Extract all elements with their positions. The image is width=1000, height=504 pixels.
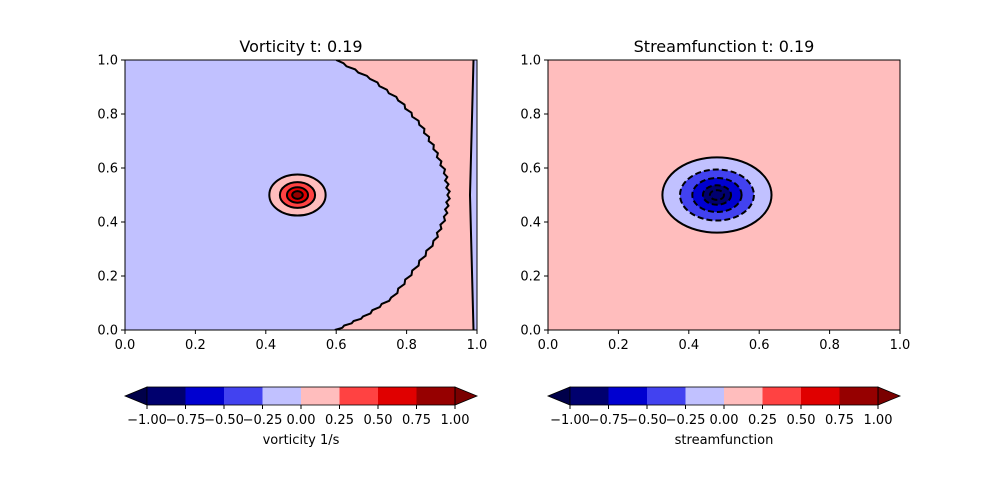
- colorbar-tick-label: 0.50: [364, 413, 393, 428]
- contour-line-edge: [468, 60, 475, 330]
- vorticity-colorbar: −1.00−0.75−0.50−0.25 0.00 0.25 0.50 0.75 1.00: [123, 386, 479, 428]
- x-tick-label: 0.4: [255, 338, 276, 353]
- x-tick-label: 0.4: [678, 338, 699, 353]
- colorbar-band: [262, 387, 302, 405]
- y-tick-label: 0.6: [97, 162, 118, 177]
- colorbar-tick-label: −0.25: [243, 413, 283, 428]
- colorbar-tick-label: 0.00: [710, 413, 739, 428]
- x-tick-label: 0.8: [819, 338, 840, 353]
- colorbar-band: [416, 387, 456, 405]
- y-tick-label: 1.0: [520, 54, 541, 69]
- colorbar-tick-label: −0.75: [589, 413, 629, 428]
- x-tick-label: 0.2: [185, 338, 206, 353]
- y-tick-label: 0.6: [520, 162, 541, 177]
- y-tick-label: 0.0: [520, 324, 541, 339]
- x-tick-label: 1.0: [467, 338, 488, 353]
- colorbar-tick-label: −0.50: [627, 413, 667, 428]
- streamfunction-axes: 0.0 0.2 0.4 0.6 0.8 1.0 0.0 0.2 0.4 0.6 0.8 1.0: [520, 54, 910, 354]
- colorbar-tick-label: −0.50: [204, 413, 244, 428]
- y-tick-label: 0.4: [520, 216, 541, 231]
- colorbar-tick-label: 0.50: [787, 413, 816, 428]
- colorbar-tick-label: −1.00: [127, 413, 167, 428]
- colorbar-band: [608, 387, 648, 405]
- colorbar-band: [724, 387, 763, 405]
- colorbar-tick-label: 0.75: [402, 413, 431, 428]
- colorbar-tick-label: 0.25: [325, 413, 354, 428]
- x-tick-label: 0.8: [396, 338, 417, 353]
- x-tick-label: 1.0: [890, 338, 911, 353]
- colorbar-band: [570, 387, 609, 405]
- vorticity-colorbar-label: vorticity 1/s: [263, 433, 340, 448]
- vorticity-panel: Vorticity t: 0.19 0.0 0.2 0.4 0.6 0.8 1.00.00…: [97, 37, 487, 448]
- y-tick-label: 0.8: [520, 108, 541, 123]
- y-tick-label: 0.2: [520, 270, 541, 285]
- y-tick-label: 1.0: [97, 54, 118, 69]
- y-tick-label: 0.2: [97, 270, 118, 285]
- contour-fill-positive-region: [336, 60, 477, 330]
- colorbar-band: [801, 387, 840, 405]
- x-tick-label: 0.6: [326, 338, 347, 353]
- x-tick-label: 0.2: [608, 338, 629, 353]
- colorbar-tick-label: 1.00: [864, 413, 893, 428]
- colorbar-tick-label: −0.25: [666, 413, 706, 428]
- colorbar-band: [339, 387, 379, 405]
- colorbar-tick-label: 1.00: [441, 413, 470, 428]
- streamfunction-title: Streamfunction t: 0.19: [634, 37, 815, 56]
- colorbar-tick-label: 0.75: [825, 413, 854, 428]
- colorbar-tick-label: −0.75: [166, 413, 206, 428]
- contour-line-zero: [334, 60, 451, 330]
- contour-layer: [125, 60, 477, 330]
- axes-frame: [547, 59, 901, 331]
- vorticity-plot-area: [125, 60, 477, 330]
- colorbar-band: [147, 387, 186, 405]
- colorbar-band: [647, 387, 686, 405]
- x-tick-label: 0.0: [538, 338, 559, 353]
- y-tick-label: 0.4: [97, 216, 118, 231]
- contour-level-5: [708, 189, 726, 201]
- vorticity-title: Vorticity t: 0.19: [239, 37, 362, 56]
- axes-frame: [124, 59, 478, 331]
- streamfunction-plot-area: [548, 60, 900, 330]
- colorbar-band: [685, 387, 725, 405]
- colorbar-band: [839, 387, 879, 405]
- y-tick-label: 0.0: [97, 324, 118, 339]
- colorbar-band: [301, 387, 340, 405]
- streamfunction-panel: Streamfunction t: 0.19 0.0 0.2 0.4 0.6 0.8 1.…: [520, 37, 910, 448]
- streamfunction-colorbar: −1.00−0.75−0.50−0.25 0.00 0.25 0.50 0.75 1.00: [546, 386, 902, 428]
- colorbar-band: [224, 387, 263, 405]
- streamfunction-colorbar-label: streamfunction: [675, 433, 774, 448]
- colorbar-band: [378, 387, 417, 405]
- colorbar-band: [185, 387, 225, 405]
- colorbar-tick-label: 0.00: [287, 413, 316, 428]
- y-tick-label: 0.8: [97, 108, 118, 123]
- x-tick-label: 0.0: [115, 338, 136, 353]
- colorbar-tick-label: 0.25: [748, 413, 777, 428]
- vorticity-axes: 0.0 0.2 0.4 0.6 0.8 1.0 0.0 0.2 0.4 0.6 0.8 1.0: [97, 54, 487, 354]
- colorbar-band: [762, 387, 802, 405]
- x-tick-label: 0.6: [749, 338, 770, 353]
- colorbar-tick-label: −1.00: [550, 413, 590, 428]
- contour-layer: [548, 60, 900, 330]
- contour-level-4: [291, 190, 304, 200]
